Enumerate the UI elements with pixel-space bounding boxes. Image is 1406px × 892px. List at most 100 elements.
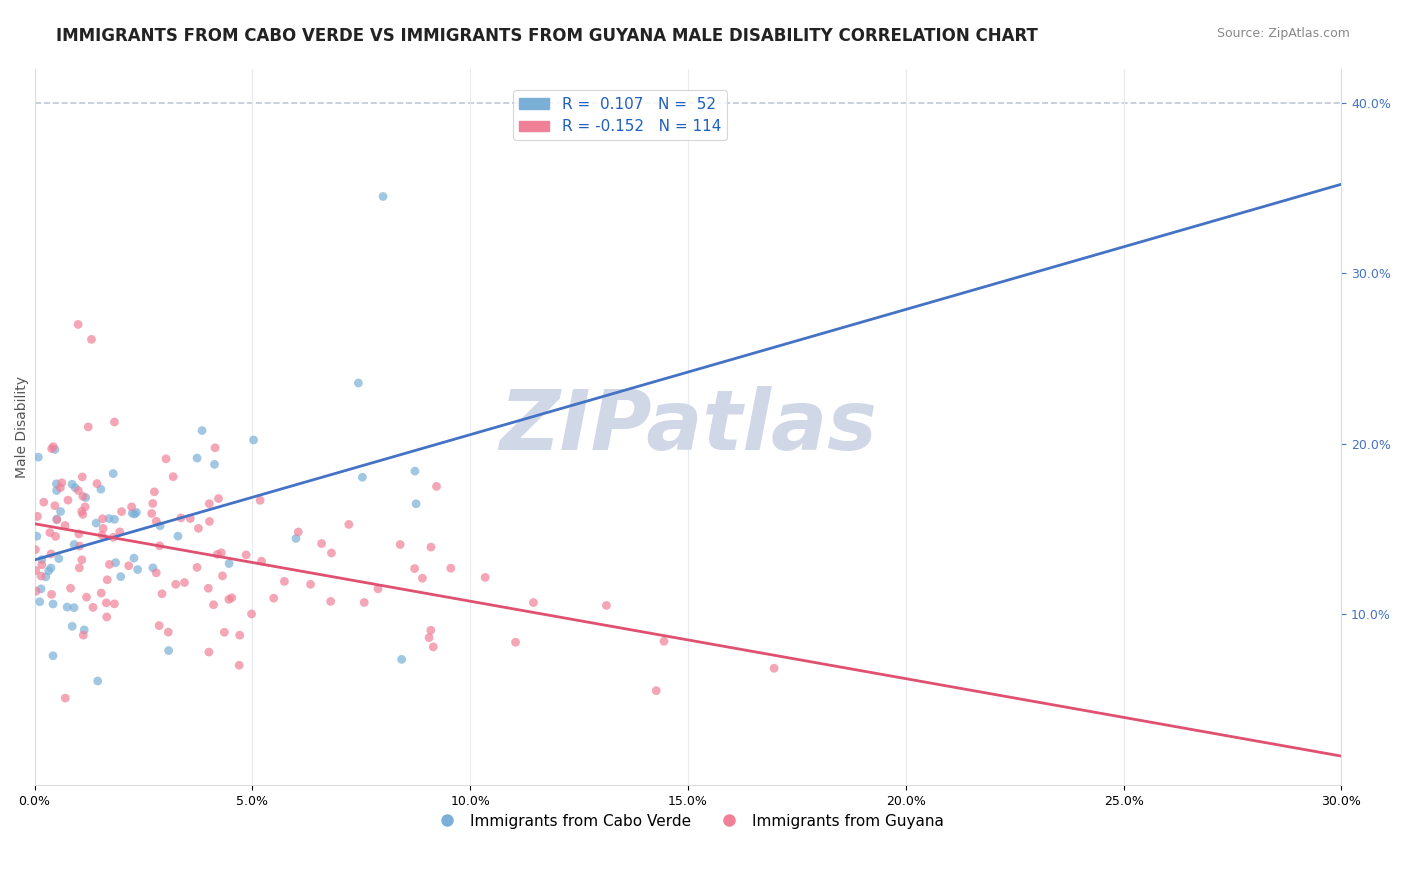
Point [191, 424, 214, 438]
Point [149, 518, 172, 533]
Point [44, 442, 66, 457]
Point [42, 597, 65, 611]
Point [287, 524, 309, 539]
Point [39, 561, 62, 575]
Point [80, 333, 103, 347]
Point [49, 481, 72, 495]
Point [198, 645, 221, 659]
Point [42, 440, 65, 454]
Point [145, 566, 167, 580]
Point [63, 600, 86, 615]
Legend: Immigrants from Cabo Verde, Immigrants from Guyana: Immigrants from Cabo Verde, Immigrants f… [426, 807, 950, 835]
Point [170, 511, 193, 525]
Point [214, 625, 236, 640]
Point [142, 561, 165, 575]
Point [179, 511, 201, 525]
Point [121, 506, 143, 520]
Point [198, 515, 221, 529]
Point [204, 458, 226, 472]
Point [76, 591, 98, 605]
Point [242, 433, 264, 447]
Point [49, 504, 72, 518]
Point [404, 464, 426, 478]
Point [505, 635, 527, 649]
Point [98, 511, 121, 525]
Point [91, 528, 114, 542]
Point [70, 504, 93, 518]
Point [38, 564, 60, 578]
Point [103, 512, 125, 526]
Point [41, 587, 63, 601]
Point [347, 376, 370, 390]
Point [63, 537, 86, 551]
Point [422, 640, 444, 654]
Point [157, 643, 180, 657]
Point [240, 607, 263, 621]
Point [319, 594, 342, 608]
Point [108, 524, 131, 539]
Point [82, 600, 104, 615]
Point [91, 521, 114, 535]
Point [56, 493, 79, 508]
Point [389, 537, 412, 551]
Point [38, 525, 60, 540]
Point [110, 569, 132, 583]
Point [87, 673, 110, 688]
Point [72, 470, 94, 484]
Text: IMMIGRANTS FROM CABO VERDE VS IMMIGRANTS FROM GUYANA MALE DISABILITY CORRELATION: IMMIGRANTS FROM CABO VERDE VS IMMIGRANTS… [56, 27, 1038, 45]
Point [652, 634, 675, 648]
Point [149, 539, 172, 553]
Point [125, 505, 148, 519]
Point [75, 491, 97, 505]
Point [420, 540, 443, 554]
Point [197, 581, 219, 595]
Point [143, 484, 166, 499]
Point [173, 575, 195, 590]
Point [186, 560, 208, 574]
Point [56, 600, 79, 615]
Point [273, 574, 295, 589]
Point [77, 420, 100, 434]
Point [60, 477, 83, 491]
Point [474, 570, 496, 584]
Point [28, 595, 51, 609]
Point [30, 582, 52, 596]
Point [103, 415, 125, 429]
Point [103, 597, 125, 611]
Point [65, 481, 87, 495]
Point [263, 591, 285, 606]
Point [204, 441, 226, 455]
Point [218, 557, 240, 571]
Point [42, 648, 65, 663]
Point [45, 476, 67, 491]
Point [24, 542, 46, 557]
Point [321, 546, 343, 560]
Point [221, 591, 243, 605]
Point [405, 497, 427, 511]
Point [207, 491, 229, 506]
Point [367, 582, 389, 596]
Point [763, 661, 786, 675]
Point [250, 554, 273, 568]
Point [207, 547, 229, 561]
Point [145, 514, 167, 528]
Point [72, 489, 94, 503]
Point [419, 624, 441, 638]
Point [51, 475, 73, 490]
Point [157, 625, 180, 640]
Point [67, 318, 90, 332]
Point [70, 553, 93, 567]
Point [53, 691, 76, 706]
Point [118, 558, 141, 573]
Point [91, 512, 114, 526]
Point [53, 518, 76, 533]
Point [44, 499, 66, 513]
Point [141, 507, 163, 521]
Point [90, 586, 112, 600]
Point [96, 596, 118, 610]
Point [67, 527, 90, 541]
Point [39, 547, 62, 561]
Point [198, 497, 221, 511]
Point [235, 548, 257, 562]
Point [67, 561, 90, 575]
